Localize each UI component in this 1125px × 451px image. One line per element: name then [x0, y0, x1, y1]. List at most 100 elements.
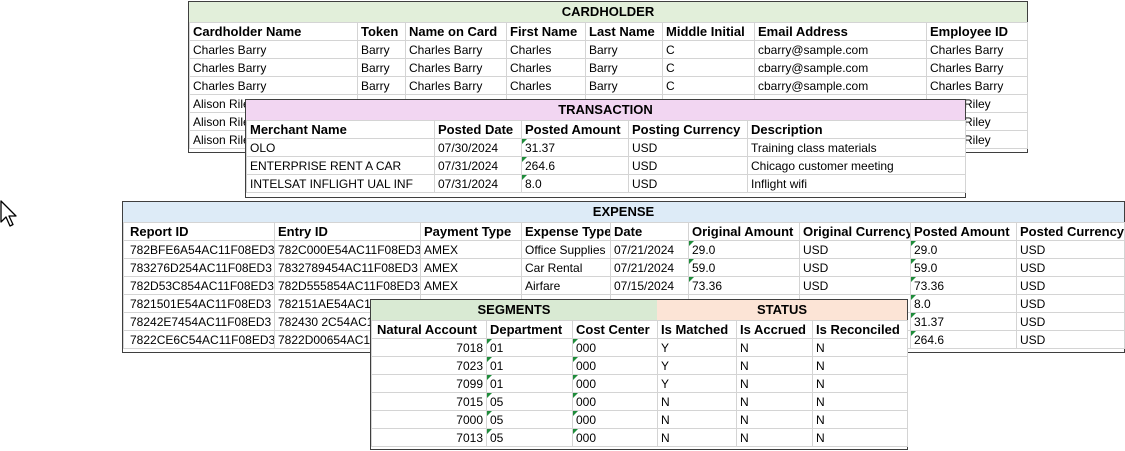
- table-cell[interactable]: 000: [572, 410, 658, 429]
- table-cell[interactable]: 05: [486, 410, 573, 429]
- col-header[interactable]: Entry ID: [274, 222, 421, 241]
- table-cell[interactable]: Y: [657, 356, 737, 375]
- table-cell[interactable]: Barry: [585, 76, 663, 95]
- table-cell[interactable]: 78242E7454AC11F08ED3: [123, 312, 275, 331]
- table-cell[interactable]: 8.0: [521, 174, 629, 193]
- table-cell[interactable]: Office Supplies: [521, 240, 611, 259]
- table-cell[interactable]: 07/15/2024: [610, 276, 689, 295]
- table-cell[interactable]: USD: [628, 138, 748, 157]
- table-cell[interactable]: N: [736, 356, 813, 375]
- table-cell[interactable]: Charles Barry: [405, 58, 507, 77]
- table-cell[interactable]: 07/31/2024: [434, 156, 522, 175]
- table-cell[interactable]: cbarry@sample.com: [754, 58, 927, 77]
- col-header[interactable]: Natural Account: [371, 320, 487, 339]
- table-cell[interactable]: Charles Barry: [405, 76, 507, 95]
- table-cell[interactable]: C: [662, 76, 755, 95]
- table-cell[interactable]: 59.0: [910, 258, 1017, 277]
- table-cell[interactable]: 59.0: [688, 258, 800, 277]
- table-cell[interactable]: Y: [657, 374, 737, 393]
- table-cell[interactable]: AMEX: [420, 240, 522, 259]
- col-header[interactable]: Token: [357, 22, 406, 41]
- table-cell[interactable]: N: [736, 338, 813, 357]
- table-cell[interactable]: 05: [486, 428, 573, 447]
- table-cell[interactable]: cbarry@sample.com: [754, 40, 927, 59]
- table-cell[interactable]: USD: [1016, 294, 1125, 313]
- table-cell[interactable]: 01: [486, 338, 573, 357]
- table-cell[interactable]: Barry: [585, 40, 663, 59]
- table-cell[interactable]: N: [812, 374, 908, 393]
- col-header[interactable]: Payment Type: [420, 222, 522, 241]
- table-cell[interactable]: 01: [486, 356, 573, 375]
- table-cell[interactable]: 783276D254AC11F08ED3: [123, 258, 275, 277]
- table-cell[interactable]: Charles Barry: [405, 40, 507, 59]
- table-cell[interactable]: N: [736, 392, 813, 411]
- table-cell[interactable]: cbarry@sample.com: [754, 76, 927, 95]
- col-header[interactable]: Last Name: [585, 22, 663, 41]
- table-cell[interactable]: Barry: [585, 58, 663, 77]
- table-cell[interactable]: 000: [572, 374, 658, 393]
- table-cell[interactable]: C: [662, 40, 755, 59]
- table-cell[interactable]: Y: [657, 338, 737, 357]
- table-cell[interactable]: Charles: [506, 58, 586, 77]
- table-cell[interactable]: 07/31/2024: [434, 174, 522, 193]
- table-cell[interactable]: 31.37: [521, 138, 629, 157]
- table-cell[interactable]: Chicago customer meeting: [747, 156, 966, 175]
- table-cell[interactable]: Barry: [357, 76, 406, 95]
- table-cell[interactable]: 05: [486, 392, 573, 411]
- table-cell[interactable]: Charles Barry: [926, 58, 1028, 77]
- table-cell[interactable]: 8.0: [910, 294, 1017, 313]
- table-cell[interactable]: USD: [1016, 258, 1125, 277]
- table-cell[interactable]: Training class materials: [747, 138, 966, 157]
- col-header[interactable]: Posted Amount: [521, 120, 629, 139]
- col-header[interactable]: Description: [747, 120, 966, 139]
- table-cell[interactable]: 7822CE6C54AC11F08ED3: [123, 330, 275, 349]
- table-cell[interactable]: 7018: [371, 338, 487, 357]
- table-cell[interactable]: Barry: [357, 58, 406, 77]
- table-cell[interactable]: 07/30/2024: [434, 138, 522, 157]
- table-cell[interactable]: 7099: [371, 374, 487, 393]
- table-cell[interactable]: ENTERPRISE RENT A CAR: [246, 156, 435, 175]
- table-cell[interactable]: 07/21/2024: [610, 240, 689, 259]
- table-cell[interactable]: 782C000E54AC11F08ED3: [274, 240, 421, 259]
- table-cell[interactable]: N: [736, 410, 813, 429]
- table-cell[interactable]: Charles Barry: [189, 58, 358, 77]
- table-cell[interactable]: N: [736, 374, 813, 393]
- table-cell[interactable]: Airfare: [521, 276, 611, 295]
- table-cell[interactable]: C: [662, 58, 755, 77]
- table-cell[interactable]: 000: [572, 428, 658, 447]
- col-header[interactable]: Posting Currency: [628, 120, 748, 139]
- table-cell[interactable]: 782BFE6A54AC11F08ED3: [123, 240, 275, 259]
- table-cell[interactable]: 7013: [371, 428, 487, 447]
- col-header[interactable]: Report ID: [123, 222, 275, 241]
- table-cell[interactable]: 7015: [371, 392, 487, 411]
- table-cell[interactable]: USD: [799, 276, 911, 295]
- table-cell[interactable]: 782D53C854AC11F08ED3: [123, 276, 275, 295]
- table-cell[interactable]: Charles: [506, 76, 586, 95]
- col-header[interactable]: Date: [610, 222, 689, 241]
- table-cell[interactable]: N: [736, 428, 813, 447]
- table-cell[interactable]: N: [812, 392, 908, 411]
- table-cell[interactable]: Inflight wifi: [747, 174, 966, 193]
- col-header[interactable]: Posted Amount: [910, 222, 1017, 241]
- table-cell[interactable]: 000: [572, 356, 658, 375]
- table-cell[interactable]: N: [657, 392, 737, 411]
- table-cell[interactable]: 7000: [371, 410, 487, 429]
- col-header[interactable]: Posted Date: [434, 120, 522, 139]
- table-cell[interactable]: 264.6: [521, 156, 629, 175]
- table-cell[interactable]: 264.6: [910, 330, 1017, 349]
- table-cell[interactable]: USD: [1016, 312, 1125, 331]
- table-cell[interactable]: N: [812, 338, 908, 357]
- table-cell[interactable]: Barry: [357, 40, 406, 59]
- table-cell[interactable]: 01: [486, 374, 573, 393]
- table-cell[interactable]: OLO: [246, 138, 435, 157]
- table-cell[interactable]: 31.37: [910, 312, 1017, 331]
- table-cell[interactable]: USD: [799, 240, 911, 259]
- table-cell[interactable]: Car Rental: [521, 258, 611, 277]
- table-cell[interactable]: USD: [628, 156, 748, 175]
- table-cell[interactable]: USD: [799, 258, 911, 277]
- col-header[interactable]: Merchant Name: [246, 120, 435, 139]
- col-header[interactable]: First Name: [506, 22, 586, 41]
- table-cell[interactable]: INTELSAT INFLIGHT UAL INF: [246, 174, 435, 193]
- col-header[interactable]: Expense Type: [521, 222, 611, 241]
- col-header[interactable]: Original Currency: [799, 222, 911, 241]
